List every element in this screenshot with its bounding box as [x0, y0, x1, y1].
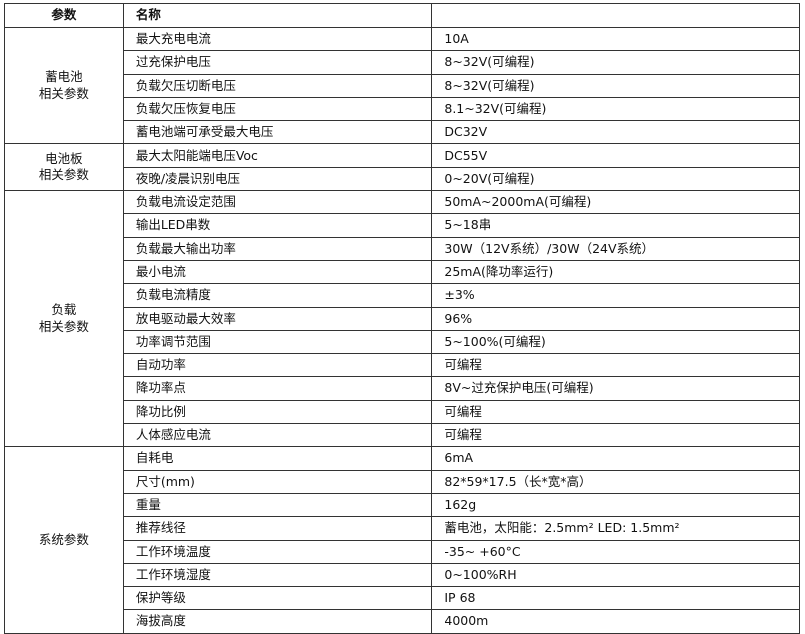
table-row: 过充保护电压 8~32V(可编程)	[5, 50, 800, 75]
param-value: 5~100%(可编程)	[431, 329, 800, 355]
header-cell: 参数	[4, 3, 124, 28]
param-name: 功率调节范围	[122, 329, 433, 355]
param-value: 96%	[431, 306, 800, 331]
param-value: ±3%	[431, 283, 800, 308]
header-cell	[431, 3, 800, 28]
table-row: 最小电流 25mA(降功率运行)	[5, 259, 800, 285]
param-value: 50mA~2000mA(可编程)	[431, 190, 800, 215]
param-value: DC55V	[431, 143, 800, 168]
param-value: 可编程	[431, 353, 800, 378]
param-name: 负载欠压恢复电压	[122, 96, 433, 122]
param-value: 25mA(降功率运行)	[431, 259, 800, 285]
param-name: 保护等级	[122, 586, 433, 611]
param-name: 过充保护电压	[122, 50, 433, 75]
param-name: 负载电流精度	[122, 283, 433, 308]
param-name: 输出LED串数	[122, 213, 433, 238]
table-row: 重量 162g	[5, 492, 800, 518]
param-name: 最小电流	[122, 259, 433, 285]
param-value: 0~100%RH	[431, 562, 800, 588]
param-value: 4000m	[431, 609, 800, 634]
param-value: 6mA	[431, 446, 800, 471]
param-value: 8V~过充保护电压(可编程)	[431, 376, 800, 401]
table-row: 工作环境温度 -35~ +60°C	[5, 539, 800, 564]
param-value: 可编程	[431, 423, 800, 448]
param-value: 30W（12V系统）/30W（24V系统）	[431, 236, 800, 261]
param-name: 降功率点	[122, 376, 433, 401]
param-name: 负载最大输出功率	[122, 236, 433, 261]
group-label: 电池板 相关参数	[4, 143, 124, 192]
table-row: 系统参数 自耗电 6mA	[4, 446, 800, 634]
param-name: 最大充电电流	[122, 26, 433, 52]
param-name: 工作环境温度	[122, 539, 433, 564]
param-name: 夜晚/凌晨识别电压	[122, 166, 433, 192]
param-name: 蓄电池端可承受最大电压	[122, 120, 433, 145]
table-row: 夜晚/凌晨识别电压 0~20V(可编程)	[5, 166, 800, 192]
table-row: 海拔高度 4000m	[5, 609, 800, 634]
param-value: 可编程	[431, 399, 800, 425]
param-name: 重量	[122, 492, 433, 518]
param-value: DC32V	[431, 120, 800, 145]
table-row: 蓄电池 相关参数 最大充电电流 10A	[4, 26, 800, 145]
group-label: 负载 相关参数	[4, 190, 124, 448]
param-value: IP 68	[431, 586, 800, 611]
table-body: 蓄电池 相关参数 最大充电电流 10A 过充保护电压 8~32V(可编程) 负载欠压切断电…	[4, 26, 800, 634]
group-label: 蓄电池 相关参数	[4, 26, 124, 145]
param-value: 162g	[431, 492, 800, 518]
param-name: 放电驱动最大效率	[122, 306, 433, 331]
param-name: 降功比例	[122, 399, 433, 425]
param-value: 蓄电池，太阳能：2.5mm² LED: 1.5mm²	[431, 516, 800, 541]
table-row: 负载 相关参数 负载电流设定范围 50mA~2000mA(可编程)	[4, 190, 800, 448]
param-value: 8~32V(可编程)	[431, 50, 800, 75]
table-row: 输出LED串数 5~18串	[5, 213, 800, 238]
param-value: 0~20V(可编程)	[431, 166, 800, 192]
table-row: 蓄电池端可承受最大电压 DC32V	[5, 120, 800, 145]
param-value: 10A	[431, 26, 800, 52]
param-name: 负载欠压切断电压	[122, 73, 433, 98]
table-row: 工作环境湿度 0~100%RH	[5, 562, 800, 588]
table-row: 放电驱动最大效率 96%	[5, 306, 800, 331]
param-name: 人体感应电流	[122, 423, 433, 448]
table-row: 保护等级 IP 68	[5, 586, 800, 611]
spec-table: 参数 名称 蓄电池 相关参数 最大充电电流 10A 过充保护电压 8~32V(可编程) 负…	[4, 3, 800, 634]
param-value: 5~18串	[431, 213, 800, 238]
param-name: 最大太阳能端电压Voc	[122, 143, 433, 168]
param-name: 自耗电	[122, 446, 433, 471]
table-row: 负载最大输出功率 30W（12V系统）/30W（24V系统）	[5, 236, 800, 261]
table-row: 功率调节范围 5~100%(可编程)	[5, 329, 800, 355]
table-row: 负载欠压恢复电压 8.1~32V(可编程)	[5, 96, 800, 122]
group-label: 系统参数	[4, 446, 124, 634]
table-row: 自动功率 可编程	[5, 353, 800, 378]
table-row: 人体感应电流 可编程	[5, 423, 800, 448]
table-row: 降功比例 可编程	[5, 399, 800, 425]
param-value: 8.1~32V(可编程)	[431, 96, 800, 122]
param-name: 推荐线径	[122, 516, 433, 541]
param-name: 海拔高度	[122, 609, 433, 634]
table-row: 降功率点 8V~过充保护电压(可编程)	[5, 376, 800, 401]
table-row: 推荐线径 蓄电池，太阳能：2.5mm² LED: 1.5mm²	[5, 516, 800, 541]
param-name: 尺寸(mm)	[122, 469, 433, 494]
table-row: 尺寸(mm) 82*59*17.5（长*宽*高）	[5, 469, 800, 494]
param-value: 8~32V(可编程)	[431, 73, 800, 98]
param-name: 工作环境湿度	[122, 562, 433, 588]
header-row: 参数 名称	[4, 3, 800, 28]
table-row: 负载电流精度 ±3%	[5, 283, 800, 308]
table-row: 负载欠压切断电压 8~32V(可编程)	[5, 73, 800, 98]
param-name: 负载电流设定范围	[122, 190, 433, 215]
header-cell: 名称	[122, 3, 433, 28]
param-value: 82*59*17.5（长*宽*高）	[431, 469, 800, 494]
param-name: 自动功率	[122, 353, 433, 378]
table-row: 电池板 相关参数 最大太阳能端电压Voc DC55V	[4, 143, 800, 192]
param-value: -35~ +60°C	[431, 539, 800, 564]
